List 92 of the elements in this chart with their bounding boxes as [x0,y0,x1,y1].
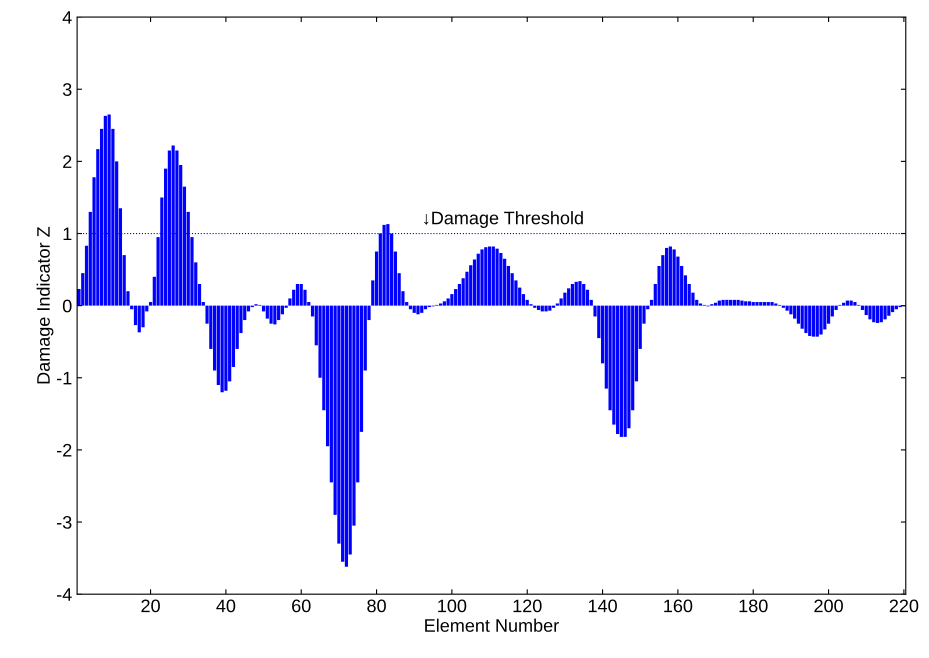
bar [819,306,823,334]
bar [296,284,300,306]
bar [876,306,880,323]
bar [894,306,898,310]
bar [668,246,672,306]
bar [786,306,789,311]
bar [890,306,894,312]
bar [672,249,676,306]
bar [300,284,303,306]
x-tick-label: 20 [141,600,160,612]
bar [883,306,887,320]
bar [544,306,548,312]
y-tick-label: 4 [62,11,72,24]
bar [770,302,774,306]
bar [850,300,853,306]
bar [446,298,450,306]
y-axis-title: Damage Indicator Z [36,226,54,384]
bar [408,306,412,310]
bar [344,306,348,567]
bar [774,303,778,306]
x-tick-label: 180 [740,600,768,612]
x-tick-label: 100 [438,600,466,612]
bar [664,248,668,306]
bar [563,292,566,306]
bar [868,306,872,320]
y-tick-label: 0 [62,300,72,312]
x-tick-label: 40 [216,600,236,612]
x-tick-label: 60 [292,600,311,612]
bar [412,306,416,313]
annotation: ↓Damage Threshold [424,211,583,228]
y-tick-label: -4 [56,588,72,601]
bar [740,300,744,306]
bar [752,302,755,306]
bar [872,306,876,322]
bar [488,246,492,306]
bar [864,306,868,316]
bar [499,252,502,306]
bar [887,306,890,316]
bar [744,301,748,306]
bar [540,306,544,312]
x-tick-label: 220 [890,600,918,612]
bar [759,302,762,306]
bar [578,281,582,306]
bar [624,306,627,437]
x-tick-label: 200 [814,600,843,612]
bar [484,247,488,306]
bar [495,248,499,306]
bar [273,306,276,324]
bar [718,300,721,306]
bar [567,288,570,306]
bar [800,306,804,329]
bar [816,306,819,337]
bar [416,306,420,314]
bar [220,306,224,392]
bar [480,249,484,306]
bar [570,284,574,306]
x-tick-label: 140 [588,600,617,612]
bar [424,306,428,310]
bar [536,306,540,310]
bar [492,246,495,306]
y-tick-label: -2 [56,444,72,456]
x-tick-label: 120 [514,600,542,612]
bar [808,306,812,336]
x-tick-label: 80 [367,600,386,612]
bar [476,254,480,306]
y-tick-label: -3 [56,516,72,529]
bar [880,306,883,322]
bar [804,306,808,334]
bar [224,306,228,391]
bar [620,306,623,437]
y-tick-label: 3 [62,83,72,96]
bar [789,306,792,314]
y-tick-label: -1 [56,372,72,384]
bar [736,300,740,306]
bar [766,302,770,306]
bar [755,302,759,306]
x-tick-label: 160 [664,600,692,612]
bar [846,300,849,306]
bar [277,306,280,320]
bar [582,284,586,306]
bar [616,306,620,434]
bar [269,306,273,324]
bar [762,302,766,306]
y-tick-label: 1 [64,228,72,240]
bar [420,306,424,313]
y-tick-label: 2 [63,155,72,168]
bar [574,282,578,306]
x-axis-title: Element Number [425,618,559,632]
bar [138,306,141,332]
bar [812,306,816,337]
bar [853,302,857,306]
bar [548,306,552,311]
